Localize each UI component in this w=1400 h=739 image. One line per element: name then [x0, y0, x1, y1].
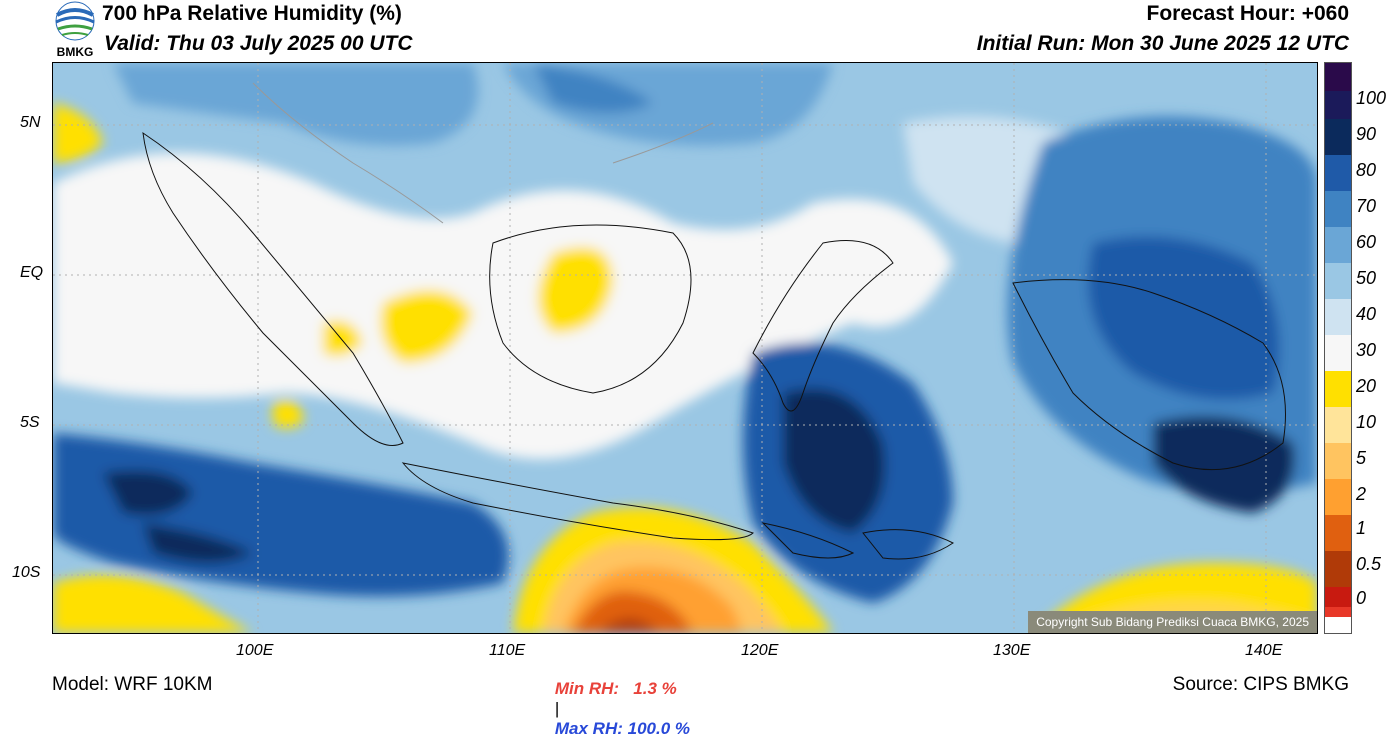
cb-label-40: 40: [1356, 304, 1377, 324]
cb-swatch-60: [1325, 227, 1351, 263]
rh-range: Min RH: 1.3 % | Max RH: 100.0 %: [546, 661, 690, 739]
cb-swatch-30: [1325, 335, 1351, 371]
cb-label-80: 80: [1356, 160, 1377, 180]
source-label: Source: CIPS BMKG: [1172, 674, 1349, 695]
cb-label-60: 60: [1356, 232, 1377, 252]
cb-label-05: 0.5: [1356, 554, 1382, 574]
lat-label-eq: EQ: [20, 264, 44, 281]
initial-run: Initial Run: Mon 30 June 2025 12 UTC: [976, 32, 1349, 55]
cb-swatch-50: [1325, 263, 1351, 299]
cb-swatch-bottom: [1325, 607, 1351, 617]
cb-label-90: 90: [1356, 124, 1377, 144]
lon-label-100e: 100E: [236, 642, 274, 659]
cb-swatch-20: [1325, 371, 1351, 407]
colorbar: [1324, 62, 1352, 634]
lon-label-140e: 140E: [1245, 642, 1283, 659]
cb-swatch-1: [1325, 515, 1351, 551]
cb-swatch-40: [1325, 299, 1351, 335]
cb-swatch-10: [1325, 407, 1351, 443]
min-rh: Min RH: 1.3 %: [554, 679, 677, 698]
valid-time: Valid: Thu 03 July 2025 00 UTC: [104, 32, 413, 55]
cb-label-1: 1: [1356, 518, 1367, 538]
cb-swatch-top: [1325, 63, 1351, 91]
cb-label-2: 2: [1356, 484, 1367, 504]
lon-label-120e: 120E: [741, 642, 779, 659]
cb-swatch-70: [1325, 191, 1351, 227]
cb-label-50: 50: [1356, 268, 1377, 288]
lon-label-110e: 110E: [489, 642, 526, 659]
cb-label-5: 5: [1356, 448, 1367, 468]
map-title: 700 hPa Relative Humidity (%): [102, 2, 402, 25]
cb-label-30: 30: [1356, 340, 1377, 360]
cb-swatch-100: [1325, 91, 1351, 119]
bmkg-logo: BMKG: [52, 1, 98, 59]
lat-label-5n: 5N: [20, 114, 41, 131]
cb-label-100: 100: [1356, 88, 1387, 108]
lat-label-5s: 5S: [20, 414, 40, 431]
max-rh: Max RH: 100.0 %: [554, 719, 691, 738]
cb-swatch-5: [1325, 443, 1351, 479]
cb-label-10: 10: [1356, 412, 1377, 432]
forecast-hour: Forecast Hour: +060: [1146, 2, 1350, 25]
logo-text: BMKG: [56, 45, 94, 59]
lat-label-10s: 10S: [12, 564, 41, 581]
cb-swatch-2: [1325, 479, 1351, 515]
humidity-map: Copyright Sub Bidang Prediksi Cuaca BMKG…: [52, 62, 1318, 634]
cb-label-70: 70: [1356, 196, 1377, 216]
model-label: Model: WRF 10KM: [52, 674, 213, 695]
cb-label-0: 0: [1356, 588, 1367, 608]
cb-swatch-0: [1325, 587, 1351, 607]
cb-swatch-90: [1325, 119, 1351, 155]
lon-label-130e: 130E: [993, 642, 1031, 659]
copyright-notice: Copyright Sub Bidang Prediksi Cuaca BMKG…: [1028, 611, 1317, 633]
cb-swatch-80: [1325, 155, 1351, 191]
cb-label-20: 20: [1356, 376, 1377, 396]
cb-swatch-05: [1325, 551, 1351, 587]
